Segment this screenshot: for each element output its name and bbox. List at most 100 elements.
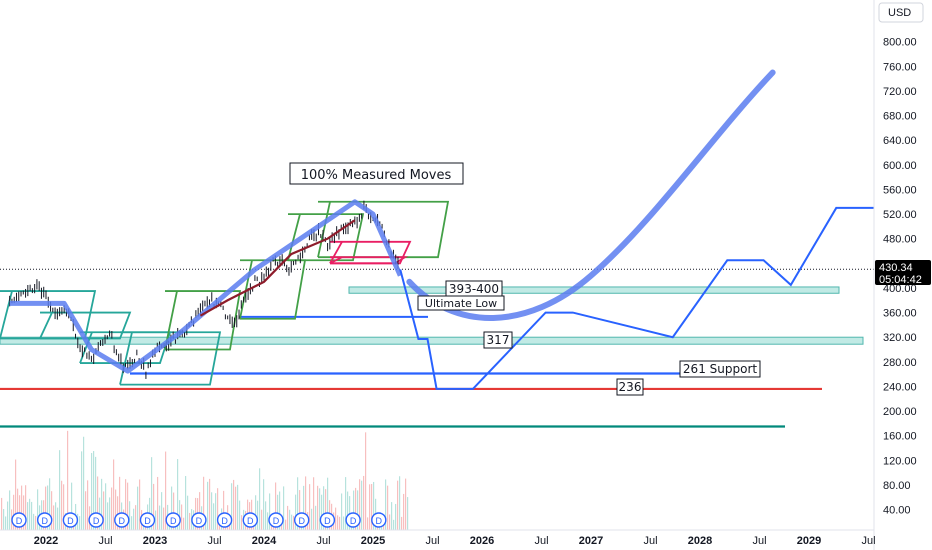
- label-ultimate-low[interactable]: Ultimate Low: [417, 295, 505, 311]
- measured-move-leg: [79, 331, 93, 364]
- volume-bar: [189, 512, 191, 530]
- x-tick-label: 2027: [579, 535, 603, 547]
- volume-bar: [397, 480, 399, 530]
- y-tick-label: 320.00: [883, 332, 917, 344]
- measured-move-leg: [317, 201, 331, 258]
- y-tick-label: 760.00: [883, 61, 917, 73]
- dividend-marker: [11, 512, 27, 528]
- price-axis[interactable]: 800.00 760.00 720.00 680.00 640.00 600.00 560.…: [883, 37, 917, 517]
- label-261-support[interactable]: 261 Support: [679, 360, 761, 378]
- volume-bar: [137, 486, 139, 530]
- volume-bar: [103, 491, 105, 530]
- dividend-marker-label: D: [16, 516, 23, 526]
- volume-bar: [231, 483, 233, 530]
- y-tick-label: 160.00: [883, 431, 917, 443]
- volume-bar: [341, 493, 343, 530]
- volume-bar: [403, 493, 405, 530]
- volume-bar: [13, 494, 15, 530]
- label-measured-moves[interactable]: 100% Measured Moves: [289, 162, 464, 185]
- dividend-marker-label: D: [221, 516, 228, 526]
- volume-bar: [269, 493, 271, 530]
- volume-bar: [119, 476, 121, 530]
- y-tick-label: 800.00: [883, 37, 917, 49]
- measured-move-leg: [329, 241, 343, 264]
- volume-bar: [295, 494, 297, 530]
- currency-button[interactable]: USD: [878, 2, 924, 23]
- dividend-marker: [165, 512, 181, 528]
- volume-bar: [139, 479, 141, 530]
- y-tick-label: 560.00: [883, 184, 917, 196]
- volume-bar: [255, 495, 257, 530]
- volume-bar: [347, 491, 349, 530]
- volume-bar: [367, 517, 369, 530]
- label-317[interactable]: 317: [483, 331, 513, 349]
- volume-bar: [187, 495, 189, 530]
- volume-bar: [385, 479, 387, 530]
- volume-bar: [369, 484, 371, 530]
- volume-bar: [277, 494, 279, 530]
- volume-bar: [359, 479, 361, 530]
- volume-bar: [203, 476, 205, 530]
- currency-label: USD: [888, 7, 911, 19]
- dividend-marker: [114, 512, 130, 528]
- volume-bar: [79, 516, 81, 530]
- volume-bar: [401, 516, 403, 530]
- measured-move-box: [330, 256, 409, 265]
- volume-bar: [63, 484, 65, 530]
- volume-bar: [151, 457, 153, 530]
- x-tick-label: Jul: [643, 535, 657, 547]
- volume-bar: [163, 507, 165, 530]
- volume-bar: [233, 479, 235, 530]
- label-393-400[interactable]: 393-400: [445, 280, 503, 298]
- x-tick-label: 2028: [688, 535, 712, 547]
- volume-bar: [291, 514, 293, 530]
- volume-bar: [263, 479, 265, 530]
- dividend-marker: [242, 512, 259, 528]
- dividend-marker-label: D: [119, 516, 126, 526]
- volume-bar: [239, 500, 241, 530]
- last-price-badge: 430.34 05:04:42: [875, 260, 931, 286]
- volume-bar: [283, 486, 285, 530]
- volume-bar: [209, 478, 211, 530]
- volume-bar: [207, 481, 209, 530]
- volume-bar: [87, 480, 89, 530]
- volume-bar: [265, 501, 267, 530]
- dividend-marker: [294, 512, 310, 528]
- volume-bar: [391, 502, 393, 530]
- volume-bar: [217, 488, 219, 530]
- y-tick-label: 720.00: [883, 86, 917, 98]
- y-tick-label: 360.00: [883, 308, 917, 320]
- volume-bar: [343, 516, 345, 530]
- bar-countdown: 05:04:42: [879, 274, 922, 286]
- volume-bar: [117, 496, 119, 530]
- volume-bar: [181, 504, 183, 530]
- volume-bar: [17, 488, 19, 530]
- volume-bar: [165, 451, 167, 530]
- plot-area[interactable]: [0, 0, 874, 530]
- last-price-value: 430.34: [879, 262, 913, 274]
- measured-move-leg: [39, 312, 53, 339]
- time-axis[interactable]: 2022 Jul 2023 Jul 2024 Jul 2025 Jul 2026 Jul 2027 J…: [34, 535, 876, 547]
- dividend-marker: [191, 512, 207, 528]
- volume-bar: [125, 479, 127, 530]
- volume-bar: [105, 483, 107, 530]
- volume-bar: [345, 477, 347, 530]
- level-236-text: 236: [619, 380, 642, 394]
- ultimate-low-text: Ultimate Low: [425, 297, 497, 310]
- volume-bar: [179, 500, 181, 530]
- label-236[interactable]: 236: [616, 378, 644, 396]
- volume-bar: [111, 487, 113, 530]
- dividend-marker-label: D: [93, 516, 100, 526]
- volume-bar: [7, 501, 9, 530]
- volume-bar: [313, 477, 315, 530]
- projection-path: [399, 69, 874, 390]
- volume-bar: [177, 459, 179, 530]
- volume-bar: [59, 450, 61, 530]
- dividend-marker: [319, 512, 336, 528]
- volume-bar: [1, 497, 3, 530]
- volume-bar: [25, 485, 27, 530]
- volume-bar: [319, 488, 321, 530]
- volume-bar: [45, 486, 47, 530]
